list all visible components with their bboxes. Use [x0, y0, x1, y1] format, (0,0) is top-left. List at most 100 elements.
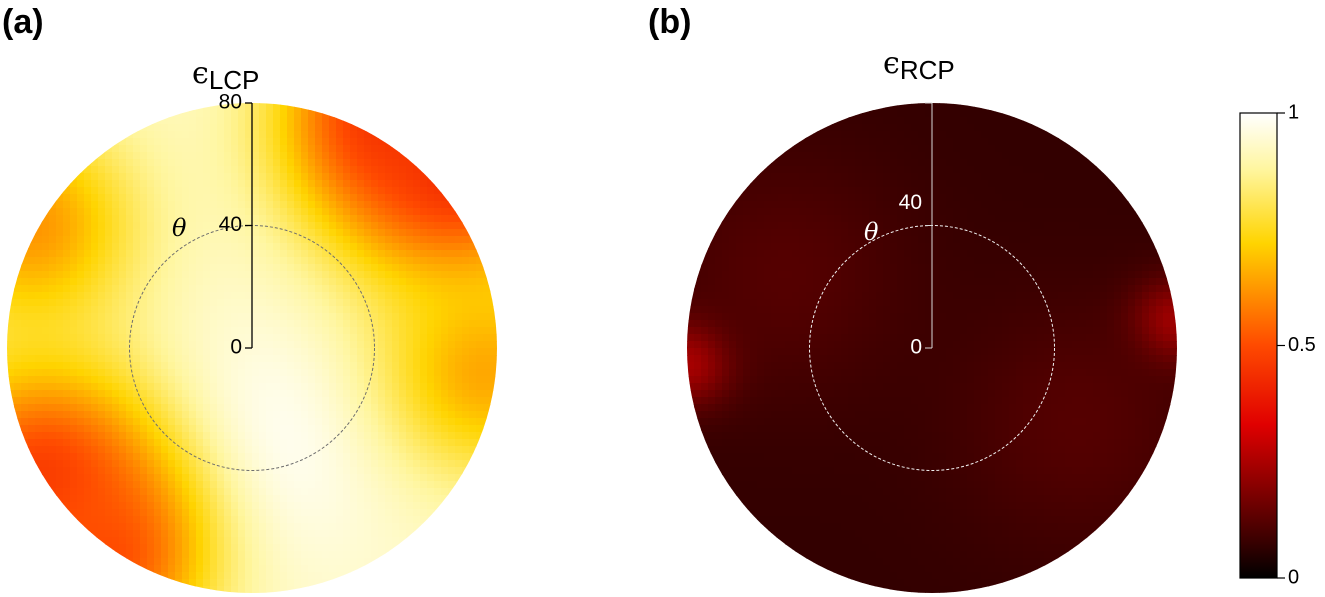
heatmap-cell: [371, 537, 379, 545]
heatmap-cell: [56, 187, 64, 195]
heatmap-cell: [294, 474, 302, 482]
heatmap-cell: [350, 194, 358, 202]
heatmap-cell: [28, 299, 36, 307]
heatmap-cell: [476, 348, 484, 356]
heatmap-cell: [217, 516, 225, 524]
heatmap-cell: [238, 474, 246, 482]
heatmap-cell: [448, 250, 456, 258]
heatmap-cell: [140, 187, 148, 195]
heatmap-cell: [105, 215, 113, 223]
heatmap-cell: [42, 383, 50, 391]
heatmap-cell: [1128, 187, 1136, 195]
heatmap-cell: [175, 278, 183, 286]
heatmap-cell: [1107, 208, 1115, 216]
heatmap-cell: [98, 173, 106, 181]
heatmap-cell: [196, 124, 204, 132]
heatmap-cell: [273, 229, 281, 237]
heatmap-cell: [140, 138, 148, 146]
heatmap-cell: [946, 215, 954, 223]
heatmap-cell: [154, 215, 162, 223]
heatmap-cell: [175, 159, 183, 167]
heatmap-cell: [329, 201, 337, 209]
heatmap-cell: [1114, 173, 1122, 181]
heatmap-cell: [322, 285, 330, 293]
heatmap-cell: [210, 432, 218, 440]
heatmap-cell: [939, 201, 947, 209]
heatmap-cell: [259, 138, 267, 146]
heatmap-cell: [392, 509, 400, 517]
heatmap-cell: [329, 110, 337, 118]
heatmap-cell: [231, 495, 239, 503]
heatmap-cell: [392, 166, 400, 174]
heatmap-cell: [301, 530, 309, 538]
heatmap-cell: [203, 257, 211, 265]
heatmap-cell: [462, 383, 470, 391]
heatmap-cell: [266, 425, 274, 433]
heatmap-cell: [287, 320, 295, 328]
heatmap-cell: [154, 362, 162, 370]
heatmap-cell: [427, 397, 435, 405]
heatmap-cell: [231, 257, 239, 265]
heatmap-cell: [287, 131, 295, 139]
heatmap-cell: [329, 383, 337, 391]
heatmap-cell: [98, 334, 106, 342]
heatmap-cell: [35, 369, 43, 377]
heatmap-cell: [364, 194, 372, 202]
heatmap-cell: [715, 215, 723, 223]
heatmap-cell: [126, 138, 134, 146]
heatmap-cell: [469, 439, 477, 447]
heatmap-cell: [378, 404, 386, 412]
heatmap-cell: [1023, 201, 1031, 209]
heatmap-cell: [294, 299, 302, 307]
heatmap-cell: [252, 537, 260, 545]
heatmap-cell: [168, 488, 176, 496]
heatmap-cell: [189, 572, 197, 580]
heatmap-cell: [140, 362, 148, 370]
heatmap-cell: [273, 264, 281, 272]
heatmap-cell: [476, 411, 484, 419]
heatmap-cell: [308, 138, 316, 146]
heatmap-cell: [322, 523, 330, 531]
heatmap-cell: [77, 376, 85, 384]
heatmap-cell: [119, 467, 127, 475]
heatmap-cell: [350, 390, 358, 398]
heatmap-cell: [455, 271, 463, 279]
heatmap-cell: [350, 397, 358, 405]
heatmap-cell: [455, 278, 463, 286]
heatmap-cell: [154, 313, 162, 321]
heatmap-cell: [189, 271, 197, 279]
heatmap-cell: [995, 180, 1003, 188]
heatmap-cell: [813, 194, 821, 202]
heatmap-cell: [84, 341, 92, 349]
heatmap-cell: [84, 299, 92, 307]
heatmap-cell: [469, 425, 477, 433]
heatmap-cell: [140, 551, 148, 559]
heatmap-cell: [897, 103, 905, 111]
heatmap-cell: [189, 551, 197, 559]
heatmap-cell: [1051, 194, 1059, 202]
heatmap-cell: [336, 145, 344, 153]
heatmap-cell: [469, 243, 477, 251]
heatmap-cell: [855, 103, 863, 111]
heatmap-cell: [820, 124, 828, 132]
heatmap-cell: [112, 460, 120, 468]
heatmap-cell: [981, 180, 989, 188]
heatmap-cell: [7, 320, 15, 328]
heatmap-cell: [273, 551, 281, 559]
heatmap-cell: [119, 418, 127, 426]
heatmap-cell: [154, 439, 162, 447]
heatmap-cell: [329, 537, 337, 545]
heatmap-cell: [203, 215, 211, 223]
heatmap-cell: [1065, 201, 1073, 209]
heatmap-cell: [210, 194, 218, 202]
heatmap-cell: [189, 418, 197, 426]
heatmap-cell: [147, 453, 155, 461]
heatmap-cell: [203, 243, 211, 251]
heatmap-cell: [63, 376, 71, 384]
heatmap-cell: [462, 446, 470, 454]
heatmap-cell: [771, 145, 779, 153]
heatmap-cell: [133, 166, 141, 174]
heatmap-cell: [182, 474, 190, 482]
heatmap-cell: [140, 439, 148, 447]
heatmap-cell: [988, 215, 996, 223]
